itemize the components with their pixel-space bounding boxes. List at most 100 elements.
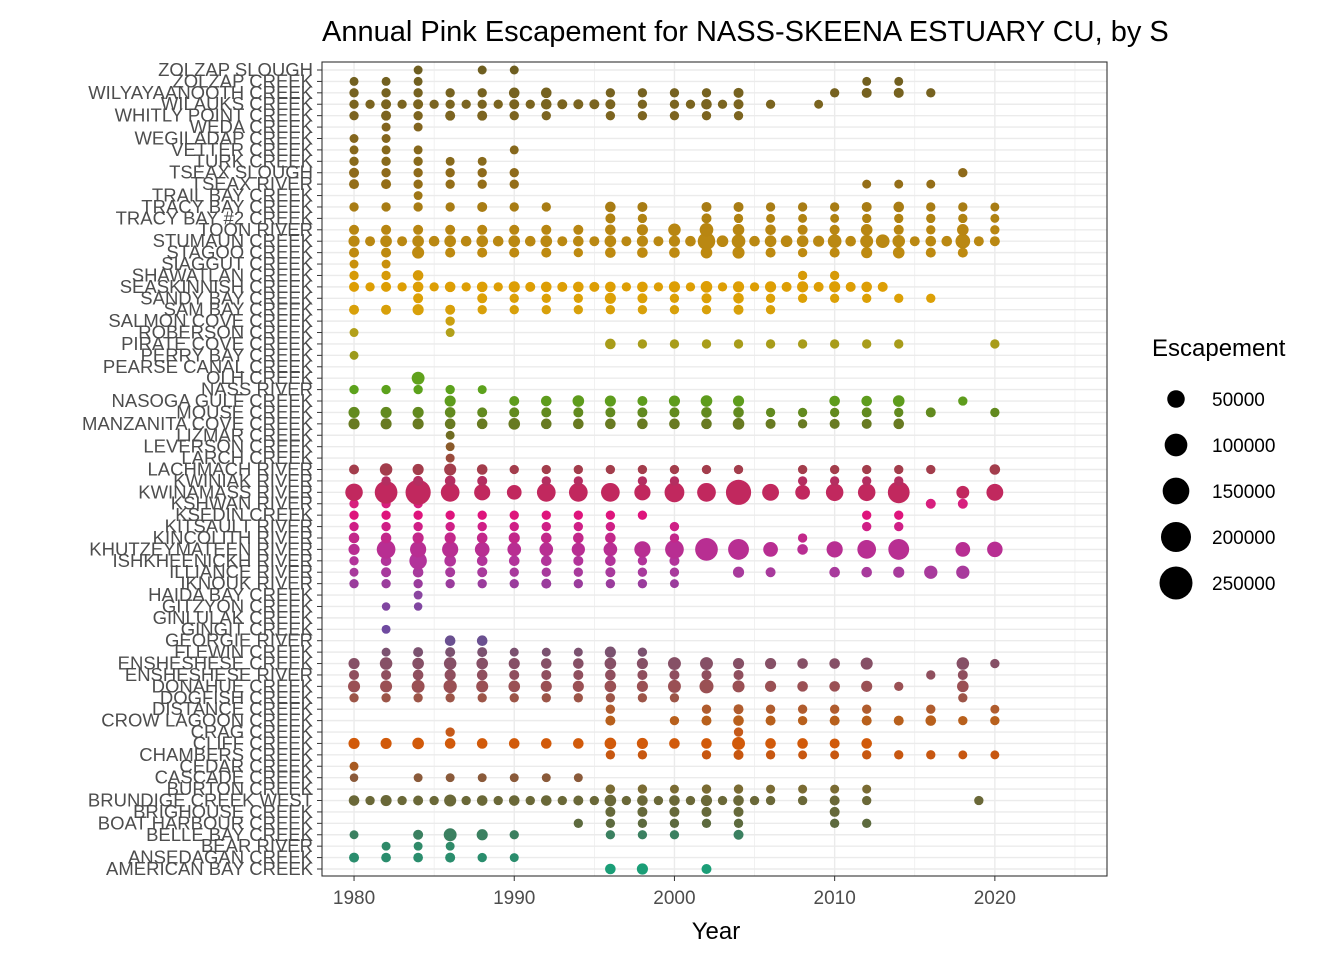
data-point: [412, 463, 424, 476]
data-point: [637, 88, 648, 98]
data-point: [797, 533, 808, 543]
data-point: [926, 464, 936, 475]
data-point: [413, 224, 424, 235]
legend-key: [1164, 433, 1188, 457]
data-point: [380, 737, 392, 750]
data-point: [349, 145, 359, 155]
data-point: [990, 658, 1000, 669]
data-point: [476, 669, 488, 681]
data-point: [765, 795, 776, 806]
data-point: [477, 305, 487, 315]
y-tick-label: WILYAYAANOOTH CREEK: [88, 82, 313, 103]
data-point: [508, 532, 520, 544]
data-point: [697, 482, 716, 502]
data-point: [700, 395, 713, 407]
data-point: [829, 738, 840, 749]
y-tick-label: TURK CREEK: [194, 150, 314, 171]
data-point: [603, 542, 618, 557]
data-point: [861, 247, 873, 259]
data-point: [701, 784, 712, 794]
data-point: [461, 795, 471, 806]
x-tick-label: 2000: [653, 888, 695, 909]
y-tick-label: IKNOUK RIVER: [180, 573, 313, 594]
data-point: [349, 270, 359, 281]
data-point: [349, 852, 360, 863]
data-point: [541, 521, 551, 532]
data-point: [667, 657, 681, 671]
data-point: [445, 110, 456, 121]
data-point: [669, 738, 680, 749]
data-point: [717, 282, 728, 292]
data-point: [507, 542, 522, 557]
y-tick-label: GINLULAK CREEK: [153, 607, 314, 628]
data-point: [732, 736, 745, 750]
data-point: [573, 795, 584, 806]
data-point: [765, 247, 776, 258]
data-point: [636, 737, 648, 750]
data-point: [409, 552, 427, 570]
data-point: [445, 224, 456, 235]
data-point: [717, 795, 728, 806]
data-point: [509, 145, 519, 155]
data-point: [413, 110, 423, 121]
data-point: [990, 213, 1000, 223]
y-tick-label: WHITLY POINT CREEK: [115, 105, 314, 126]
data-point: [413, 510, 423, 520]
data-point: [731, 234, 746, 249]
y-tick-label: LACHMACH RIVER: [148, 459, 314, 480]
data-point: [605, 863, 616, 875]
data-point: [830, 750, 840, 760]
legend-label: 150000: [1212, 482, 1275, 503]
data-point: [637, 669, 648, 680]
y-tick-label: KSEDIN CREEK: [175, 504, 313, 525]
data-point: [445, 202, 455, 212]
data-point: [348, 532, 360, 544]
data-point: [888, 538, 910, 560]
data-point: [717, 99, 728, 109]
data-point: [605, 510, 616, 520]
data-point: [412, 669, 424, 681]
data-point: [669, 464, 680, 475]
data-point: [541, 693, 551, 703]
data-point: [381, 270, 391, 281]
data-point: [445, 99, 455, 109]
data-point: [861, 680, 873, 692]
data-point: [829, 202, 840, 212]
data-point: [733, 339, 744, 349]
data-point: [894, 750, 904, 760]
data-point: [653, 282, 664, 292]
data-point: [477, 647, 488, 658]
data-point: [605, 418, 616, 430]
data-point: [798, 750, 808, 760]
data-point: [405, 479, 431, 505]
data-point: [701, 305, 712, 315]
data-point: [701, 88, 712, 98]
data-point: [845, 281, 856, 292]
data-point: [653, 795, 664, 806]
data-point: [957, 680, 969, 693]
data-point: [733, 806, 744, 817]
data-point: [477, 201, 488, 212]
data-point: [509, 830, 519, 840]
data-point: [685, 795, 696, 806]
data-point: [797, 407, 808, 418]
data-point: [573, 567, 583, 577]
data-point: [990, 750, 1000, 760]
data-point: [509, 407, 520, 418]
data-point: [669, 418, 680, 430]
data-point: [477, 110, 488, 121]
data-point: [637, 281, 648, 293]
data-point: [701, 738, 712, 749]
data-point: [765, 407, 776, 418]
data-point: [669, 784, 679, 794]
data-points: [345, 65, 1004, 875]
data-point: [813, 235, 825, 247]
data-point: [862, 464, 872, 475]
data-point: [413, 156, 423, 166]
data-point: [477, 65, 487, 75]
data-point: [461, 99, 471, 109]
y-tick-label: ENSHESHESE RIVER: [125, 664, 313, 685]
data-point: [601, 482, 620, 502]
data-point: [926, 670, 936, 680]
data-point: [397, 236, 408, 247]
